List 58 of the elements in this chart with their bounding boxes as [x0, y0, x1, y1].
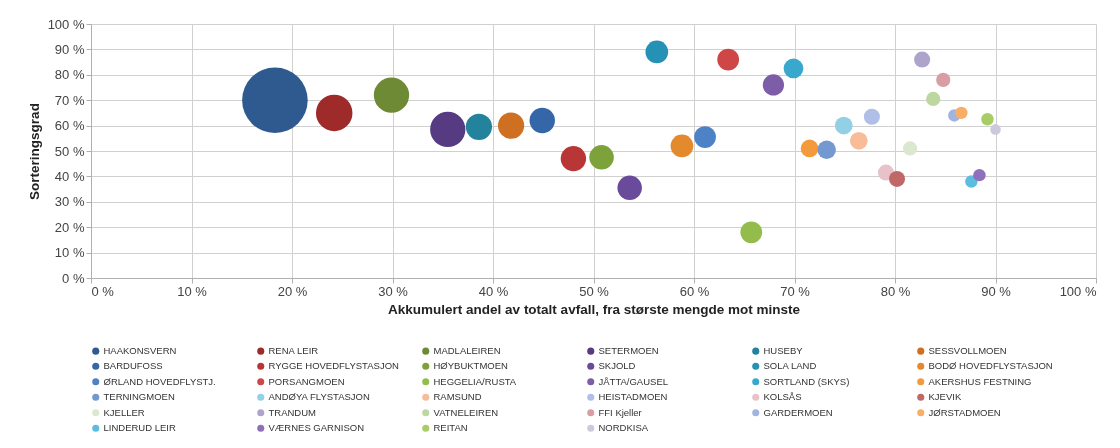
x-tick-label: 50 % — [579, 283, 610, 299]
x-tick-label: 90 % — [981, 283, 1012, 299]
legend-label: VÆRNES GARNISON — [268, 422, 365, 434]
legend-label: SETERMOEN — [598, 345, 659, 357]
legend-label: JÅTTA/GAUSEL — [598, 375, 669, 387]
x-tick-label: 40 % — [478, 283, 509, 299]
legend-label: GARDERMOEN — [763, 406, 833, 418]
y-tick-label: 90 % — [54, 41, 85, 57]
x-axis-title: Akkumulert andel av totalt avfall, fra største mengde mot minste — [388, 301, 801, 317]
legend-label: HØYBUKTMOEN — [433, 360, 509, 372]
legend-label: KOLSÅS — [763, 391, 802, 403]
x-tick-label: 30 % — [378, 283, 409, 299]
x-tick-label: 10 % — [177, 283, 208, 299]
legend-label: PORSANGMOEN — [268, 375, 345, 387]
legend-label: SOLA LAND — [763, 360, 817, 372]
y-tick-label: 80 % — [54, 67, 85, 83]
y-tick-label: 40 % — [54, 168, 85, 184]
x-tick-label: 60 % — [679, 283, 710, 299]
y-tick-label: 20 % — [54, 219, 85, 235]
x-tick-label: 20 % — [277, 283, 308, 299]
y-tick-label: 70 % — [54, 92, 85, 108]
y-tick-label: 30 % — [54, 194, 85, 210]
y-tick-label: 0 % — [62, 270, 85, 286]
x-tick-label: 100 % — [1059, 283, 1097, 299]
legend-label: KJEVIK — [928, 391, 962, 403]
x-tick-label: 70 % — [780, 283, 811, 299]
legend-label: SKJOLD — [598, 360, 636, 372]
y-tick-label: 10 % — [54, 245, 85, 261]
y-axis-title: Sorteringsgrad — [26, 103, 42, 200]
legend-label: RYGGE HOVEDFLYSTASJON — [268, 360, 400, 372]
legend-label: JØRSTADMOEN — [928, 406, 1001, 418]
y-tick-label: 50 % — [54, 143, 85, 159]
legend-label: SESSVOLLMOEN — [928, 345, 1007, 357]
legend-label: ØRLAND HOVEDFLYSTJ. — [103, 375, 216, 387]
legend-label: AKERSHUS FESTNING — [928, 375, 1032, 387]
y-tick-label: 60 % — [54, 118, 85, 134]
legend-label: VATNELEIREN — [433, 406, 499, 418]
x-tick-label: 0 % — [91, 283, 115, 299]
legend-label: NORDKISA — [598, 422, 649, 434]
x-tick-label: 80 % — [880, 283, 911, 299]
legend-label: BARDUFOSS — [103, 360, 163, 372]
legend-label: REITAN — [433, 422, 468, 434]
legend-label: HAAKONSVERN — [103, 345, 177, 357]
legend-label: HEISTADMOEN — [598, 391, 668, 403]
legend-label: RENA LEIR — [268, 345, 319, 357]
legend-label: KJELLER — [103, 406, 145, 418]
legend-label: TERNINGMOEN — [103, 391, 175, 403]
y-tick-label: 100 % — [47, 16, 85, 32]
legend-label: FFI Kjeller — [598, 406, 642, 418]
legend-label: HUSEBY — [763, 345, 804, 357]
legend-label: HEGGELIA/RUSTA — [433, 375, 517, 387]
legend-label: RAMSUND — [433, 391, 482, 403]
legend-label: ANDØYA FLYSTASJON — [268, 391, 370, 403]
legend-label: TRANDUM — [268, 406, 317, 418]
legend-label: BODØ HOVEDFLYSTASJON — [928, 360, 1053, 372]
legend-label: SORTLAND (SKYS) — [763, 375, 850, 387]
legend-label: LINDERUD LEIR — [103, 422, 176, 434]
legend-label: MADLALEIREN — [433, 345, 501, 357]
